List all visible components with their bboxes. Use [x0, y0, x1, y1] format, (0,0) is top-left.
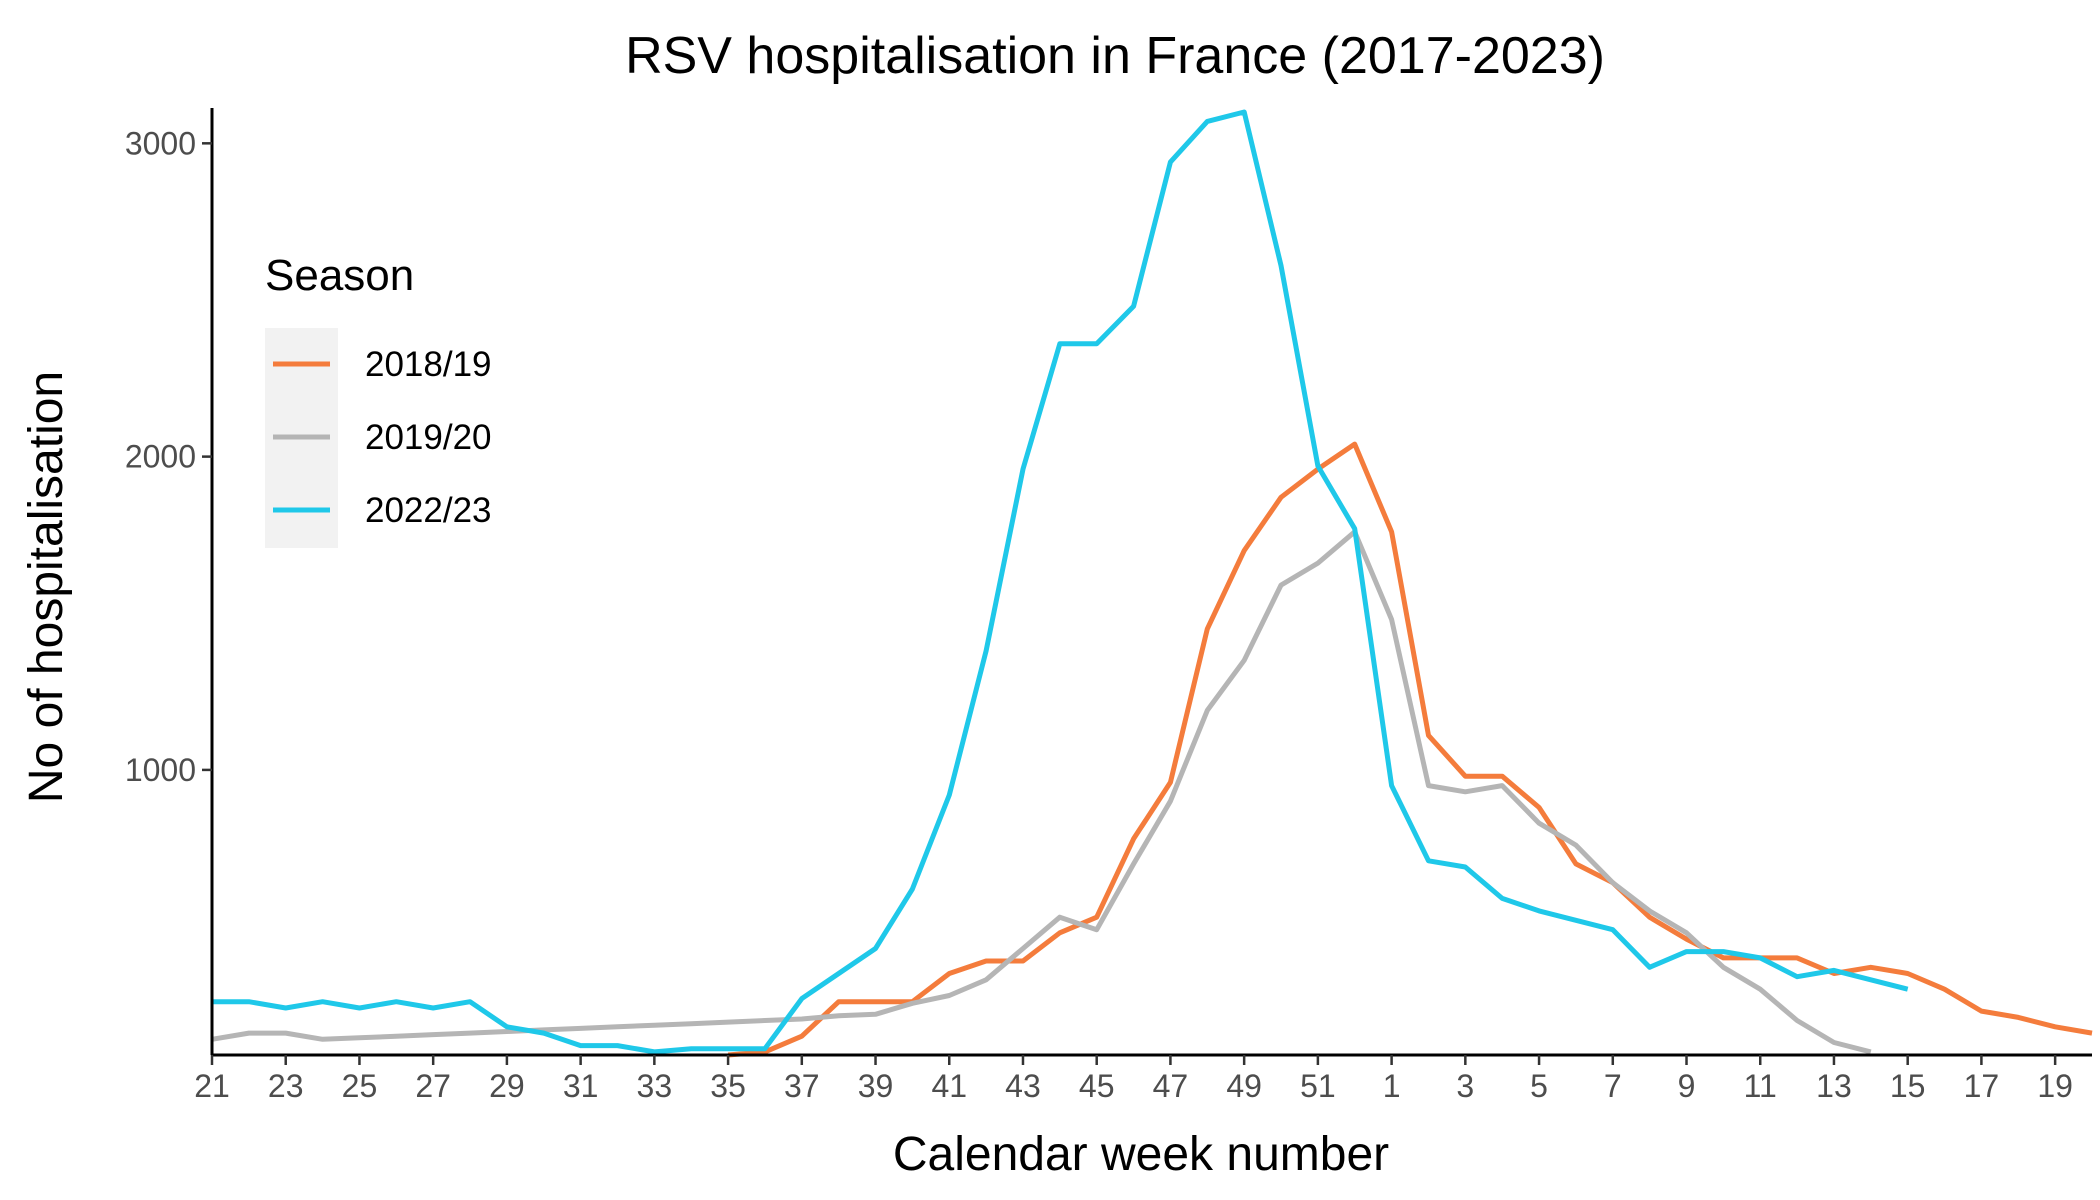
x-tick-label: 43	[1005, 1068, 1041, 1104]
x-tick-label: 41	[931, 1068, 967, 1104]
x-axis-ticks: 21 23 25 27 29 31 33 35 37 39 41 43 45 47 49 51 1 3 5 7 9 11 1…	[194, 1055, 2073, 1104]
legend-label: 2022/23	[365, 491, 492, 530]
x-tick-label: 29	[489, 1068, 525, 1104]
x-tick-label: 13	[1816, 1068, 1852, 1104]
x-tick-label: 17	[1964, 1068, 2000, 1104]
x-tick-label: 19	[2037, 1068, 2073, 1104]
x-tick-label: 15	[1890, 1068, 1926, 1104]
x-tick-label: 7	[1604, 1068, 1622, 1104]
legend-title: Season	[265, 251, 414, 300]
x-tick-label: 35	[710, 1068, 746, 1104]
series-line-2018-19	[727, 441, 2093, 1058]
x-tick-label: 33	[637, 1068, 673, 1104]
chart-title: RSV hospitalisation in France (2017-2023…	[625, 27, 1605, 85]
x-tick-label: 5	[1530, 1068, 1548, 1104]
x-tick-label: 1	[1383, 1068, 1401, 1104]
y-axis-title: No of hospitalisation	[20, 371, 73, 803]
legend: Season 2018/19 2019/20 2022/23	[265, 251, 492, 548]
x-tick-label: 21	[194, 1068, 230, 1104]
legend-items: 2018/19 2019/20 2022/23	[273, 345, 492, 530]
legend-label: 2019/20	[365, 418, 492, 457]
x-tick-label: 45	[1079, 1068, 1115, 1104]
x-tick-label: 39	[858, 1068, 894, 1104]
legend-label: 2018/19	[365, 345, 492, 384]
x-tick-label: 51	[1300, 1068, 1336, 1104]
x-tick-label: 31	[563, 1068, 599, 1104]
x-tick-label: 9	[1678, 1068, 1696, 1104]
x-tick-label: 47	[1153, 1068, 1189, 1104]
series-line-2022-23	[212, 109, 1909, 1055]
y-tick-label: 1000	[125, 752, 196, 788]
x-tick-label: 11	[1744, 1068, 1777, 1104]
series-line-2019-20	[211, 529, 1872, 1055]
x-tick-label: 27	[415, 1068, 451, 1104]
plot-area	[211, 109, 2093, 1058]
x-tick-label: 49	[1226, 1068, 1262, 1104]
y-tick-label: 2000	[125, 439, 196, 475]
x-tick-label: 37	[784, 1068, 820, 1104]
x-tick-label: 3	[1456, 1068, 1474, 1104]
x-axis-title: Calendar week number	[893, 1128, 1389, 1181]
x-tick-label: 25	[342, 1068, 378, 1104]
x-tick-label: 23	[268, 1068, 304, 1104]
y-tick-label: 3000	[125, 125, 196, 161]
y-axis-ticks: 1000 2000 3000	[125, 125, 212, 788]
